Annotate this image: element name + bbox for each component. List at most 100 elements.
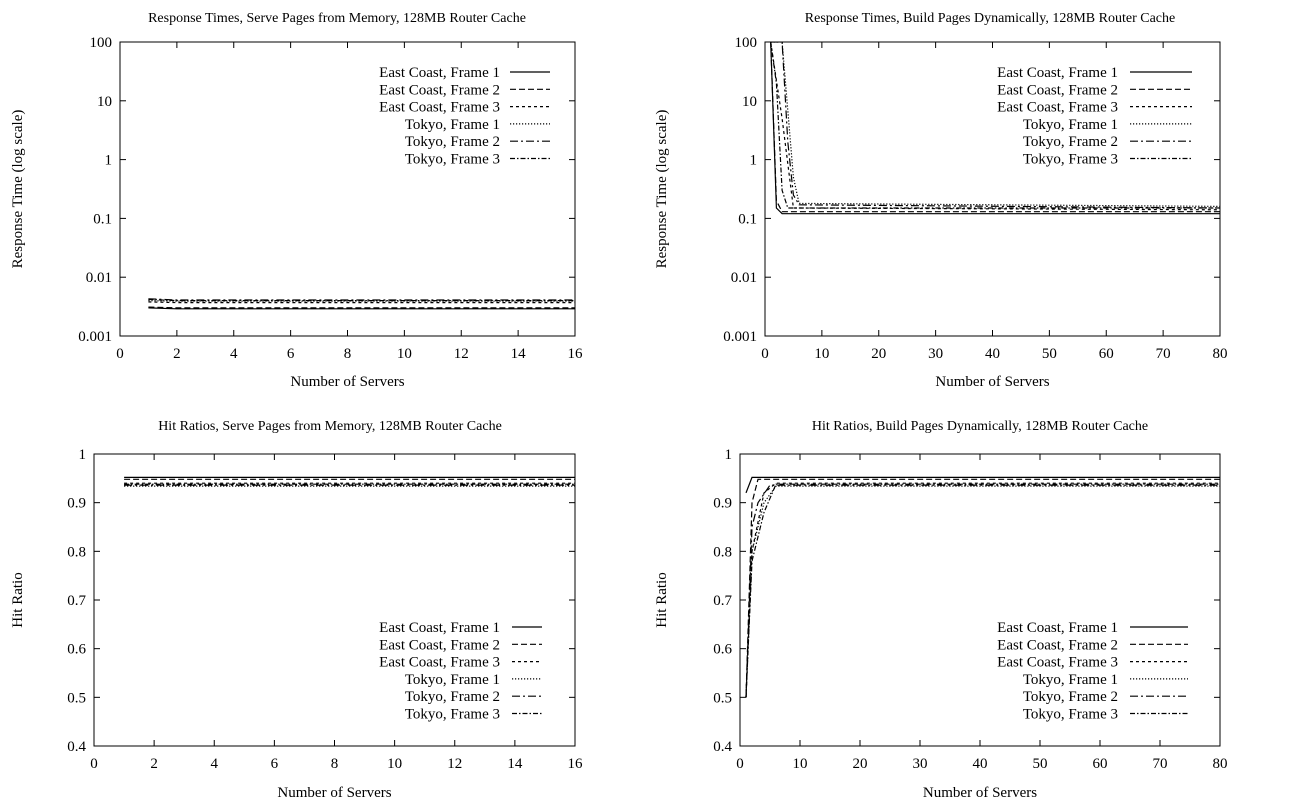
y-tick-label: 0.8: [67, 544, 86, 560]
x-tick-label: 16: [568, 756, 584, 772]
x-tick-label: 40: [985, 346, 1000, 362]
y-tick-label: 10: [97, 94, 112, 110]
series-line-1: [770, 42, 1220, 215]
x-tick-label: 30: [913, 756, 928, 772]
y-tick-label: 0.7: [713, 593, 732, 609]
y-tick-label: 0.9: [67, 496, 86, 512]
y-tick-label: 0.8: [713, 544, 732, 560]
x-tick-label: 8: [331, 756, 339, 772]
x-tick-label: 50: [1033, 756, 1048, 772]
legend-label: East Coast, Frame 3: [379, 100, 500, 116]
chart-title: Response Times, Build Pages Dynamically,…: [805, 11, 1175, 26]
plot-frame: [764, 41, 1221, 337]
y-tick-label: 0.6: [713, 642, 732, 658]
legend-label: Tokyo, Frame 1: [405, 672, 500, 688]
x-tick-label: 80: [1213, 346, 1228, 362]
x-axis-label: Number of Servers: [935, 374, 1049, 390]
x-tick-label: 50: [1042, 346, 1057, 362]
legend-label: Tokyo, Frame 2: [405, 134, 500, 150]
series-line-2: [745, 478, 1220, 698]
chart-panel-1: Response Times, Serve Pages from Memory,…: [10, 11, 583, 390]
series-line-3: [770, 42, 1220, 211]
x-tick-label: 6: [287, 346, 295, 362]
chart-title: Hit Ratios, Build Pages Dynamically, 128…: [812, 419, 1148, 434]
series-line-2: [148, 306, 575, 309]
series-line-4: [148, 300, 575, 302]
legend-label: East Coast, Frame 1: [997, 65, 1118, 81]
legend-label: East Coast, Frame 2: [997, 637, 1118, 653]
x-axis-label: Number of Servers: [923, 785, 1037, 801]
x-tick-label: 14: [507, 756, 523, 772]
chart-title: Hit Ratios, Serve Pages from Memory, 128…: [158, 419, 502, 434]
y-tick-label: 0.4: [713, 739, 732, 755]
legend-label: East Coast, Frame 2: [379, 637, 500, 653]
x-tick-label: 4: [211, 756, 219, 772]
series-line-2: [770, 42, 1220, 213]
x-tick-label: 0: [116, 346, 124, 362]
series-group: [770, 42, 1220, 215]
series-line-1: [148, 307, 575, 310]
x-tick-label: 20: [871, 346, 886, 362]
legend-label: Tokyo, Frame 2: [1023, 134, 1118, 150]
chart-panel-2: Response Times, Build Pages Dynamically,…: [654, 11, 1228, 390]
x-tick-label: 0: [90, 756, 98, 772]
series-line-3: [745, 482, 1220, 698]
y-tick-label: 0.9: [713, 496, 732, 512]
series-line-3: [148, 301, 575, 304]
legend-label: Tokyo, Frame 3: [405, 707, 500, 723]
legend-label: East Coast, Frame 2: [997, 82, 1118, 98]
x-tick-label: 10: [397, 346, 412, 362]
y-tick-label: 0.001: [78, 329, 112, 345]
y-tick-label: 1: [750, 153, 758, 169]
x-tick-label: 2: [173, 346, 181, 362]
x-tick-label: 14: [511, 346, 527, 362]
plot-frame: [739, 453, 1221, 747]
series-line-6: [745, 483, 1220, 698]
y-tick-label: 0.1: [93, 211, 112, 227]
legend-label: East Coast, Frame 1: [379, 620, 500, 636]
y-tick-label: 1: [79, 447, 87, 463]
x-axis-label: Number of Servers: [290, 374, 404, 390]
x-tick-label: 70: [1156, 346, 1171, 362]
legend-label: East Coast, Frame 3: [997, 655, 1118, 671]
y-tick-label: 100: [735, 35, 758, 51]
x-tick-label: 16: [568, 346, 584, 362]
legend-label: Tokyo, Frame 3: [405, 152, 500, 168]
x-axis-label: Number of Servers: [277, 785, 391, 801]
legend-label: Tokyo, Frame 3: [1023, 707, 1118, 723]
x-tick-label: 70: [1153, 756, 1168, 772]
series-group: [124, 476, 575, 487]
plot-frame: [119, 41, 576, 337]
x-tick-label: 30: [928, 346, 943, 362]
y-axis-label: Response Time (log scale): [10, 110, 26, 269]
legend-label: East Coast, Frame 2: [379, 82, 500, 98]
x-tick-label: 60: [1099, 346, 1114, 362]
x-tick-label: 12: [454, 346, 469, 362]
y-tick-label: 0.4: [67, 739, 86, 755]
y-axis-label: Response Time (log scale): [654, 110, 670, 269]
y-tick-label: 0.7: [67, 593, 86, 609]
y-tick-label: 0.001: [723, 329, 757, 345]
y-axis-label: Hit Ratio: [10, 572, 26, 627]
x-tick-label: 8: [344, 346, 352, 362]
x-tick-label: 10: [814, 346, 829, 362]
legend-label: East Coast, Frame 3: [379, 655, 500, 671]
chart-panel-3: Hit Ratios, Serve Pages from Memory, 128…: [10, 419, 583, 801]
x-tick-label: 6: [271, 756, 279, 772]
series-group: [745, 476, 1220, 698]
series-line-6: [770, 42, 1220, 209]
series-line-5: [745, 484, 1220, 698]
y-tick-label: 0.01: [731, 270, 757, 286]
y-tick-label: 1: [725, 447, 733, 463]
series-line-1: [745, 476, 1220, 494]
x-tick-label: 0: [761, 346, 769, 362]
legend-label: Tokyo, Frame 2: [405, 689, 500, 705]
series-group: [148, 298, 575, 310]
x-tick-label: 40: [973, 756, 988, 772]
x-tick-label: 10: [793, 756, 808, 772]
y-tick-label: 1: [105, 153, 113, 169]
y-tick-label: 0.01: [86, 270, 112, 286]
